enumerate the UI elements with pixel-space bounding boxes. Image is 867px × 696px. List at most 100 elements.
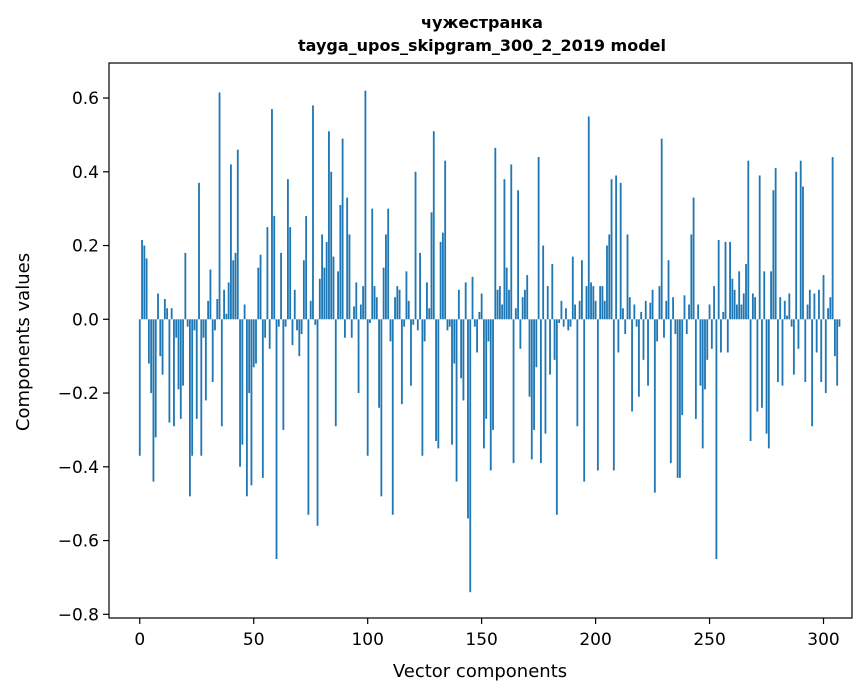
bar — [353, 306, 355, 320]
bar — [357, 319, 360, 394]
bar — [359, 304, 362, 320]
bar — [608, 234, 611, 320]
bar — [302, 260, 305, 320]
bar — [330, 171, 333, 320]
bar — [282, 319, 285, 430]
bar — [679, 319, 681, 478]
bar — [271, 109, 273, 320]
bar — [660, 138, 663, 320]
bar — [524, 289, 526, 320]
bar — [688, 304, 690, 320]
bar — [321, 234, 324, 320]
bar — [685, 319, 688, 335]
bar — [669, 319, 672, 464]
bar — [735, 304, 738, 320]
bar — [647, 319, 649, 386]
bar — [496, 289, 499, 320]
bar — [245, 319, 248, 497]
bar — [740, 304, 743, 320]
bar — [421, 319, 424, 456]
y-axis-label: Components values — [13, 253, 34, 431]
bar — [314, 319, 317, 325]
bar — [152, 319, 155, 482]
bar — [341, 138, 344, 320]
bar — [469, 319, 472, 593]
bar — [726, 319, 729, 353]
bar — [211, 319, 214, 382]
bar — [777, 319, 779, 382]
bar — [471, 276, 474, 320]
bar — [298, 319, 301, 357]
bar — [615, 175, 618, 320]
bar — [715, 319, 718, 559]
bar — [400, 319, 403, 405]
bar — [184, 252, 187, 320]
bar — [788, 293, 791, 320]
bar — [487, 319, 490, 342]
bar — [375, 297, 378, 320]
bar — [733, 289, 736, 320]
bar — [462, 319, 465, 401]
bar — [225, 313, 228, 320]
bar — [569, 319, 572, 327]
bar — [542, 245, 545, 320]
bar — [567, 319, 570, 331]
bar — [179, 319, 182, 419]
chart-subtitle: tayga_upos_skipgram_300_2_2019 model — [298, 36, 666, 55]
y-tick-label: 0.2 — [72, 237, 99, 257]
bar — [483, 319, 485, 449]
bar — [234, 252, 237, 320]
bar — [334, 319, 337, 427]
bar — [189, 319, 191, 497]
bar — [694, 319, 697, 419]
bar — [571, 256, 574, 320]
bar — [391, 319, 394, 515]
bar — [681, 319, 684, 416]
bar — [464, 282, 467, 320]
bar — [720, 319, 722, 353]
bar — [241, 319, 244, 445]
bar — [446, 319, 449, 331]
bar — [300, 319, 303, 335]
bar — [656, 319, 659, 342]
bar — [781, 319, 784, 386]
bar — [644, 300, 647, 320]
bar — [396, 286, 399, 320]
bar — [731, 278, 734, 320]
bar — [526, 275, 529, 320]
bar — [163, 299, 166, 320]
bar — [227, 282, 230, 320]
x-tick-label: 0 — [134, 630, 145, 650]
bar — [510, 164, 513, 320]
bar — [779, 297, 782, 320]
bar — [824, 319, 827, 394]
bar — [284, 319, 287, 327]
bar — [535, 319, 538, 368]
bar — [610, 179, 613, 320]
bar — [339, 204, 342, 320]
bar — [603, 300, 606, 320]
bar — [617, 319, 620, 353]
bar — [537, 157, 540, 320]
bar — [248, 319, 251, 394]
bar — [517, 190, 520, 320]
bar — [667, 260, 670, 320]
bar — [631, 319, 633, 412]
bar — [159, 319, 162, 357]
x-tick-label: 150 — [465, 630, 497, 650]
bar — [439, 241, 442, 320]
bar — [166, 308, 169, 320]
bar — [665, 300, 668, 320]
bar — [373, 286, 376, 320]
bar — [480, 293, 483, 320]
bar — [806, 304, 809, 320]
bar — [275, 319, 278, 559]
bar — [478, 311, 481, 320]
bar — [838, 319, 841, 327]
bar — [387, 208, 390, 320]
bar — [628, 297, 631, 320]
bar — [291, 319, 294, 346]
bar — [236, 149, 239, 320]
bar — [811, 319, 814, 427]
bar — [690, 234, 693, 320]
